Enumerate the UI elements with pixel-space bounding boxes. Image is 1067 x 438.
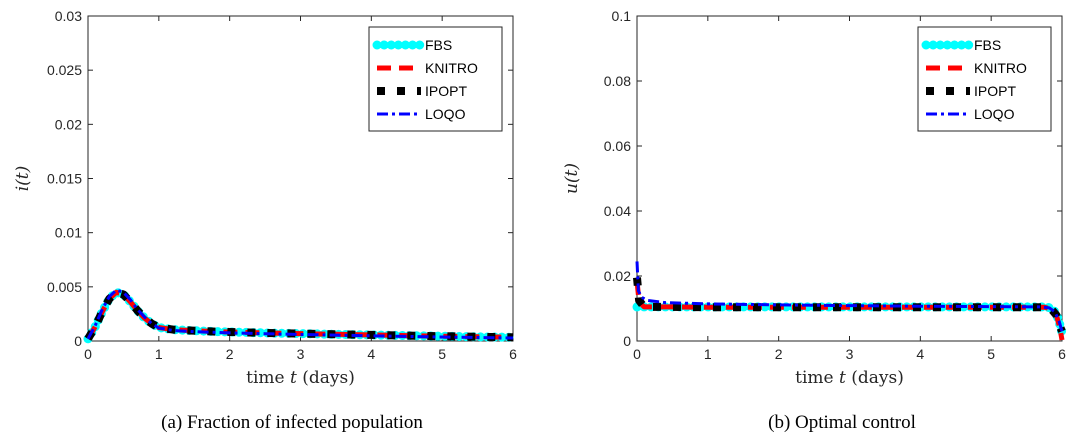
legend-label-loqo: LOQO: [425, 106, 466, 122]
series-line-loqo: [86, 288, 514, 340]
legend-label-knitro: KNITRO: [425, 60, 478, 76]
y-tick-label: 0.08: [604, 73, 631, 89]
y-tick-label: 0.06: [604, 138, 631, 154]
x-tick-label: 6: [1058, 346, 1066, 362]
y-tick-label: 0.015: [47, 171, 82, 187]
figure-caption: (b) Optimal control: [768, 412, 916, 433]
series-line-ipopt: [633, 277, 1066, 333]
legend-label-ipopt: IPOPT: [974, 83, 1016, 99]
x-tick-label: 4: [367, 346, 375, 362]
y-tick-label: 0.03: [55, 8, 82, 24]
x-tick-label: 3: [297, 346, 305, 362]
y-tick-label: 0.04: [604, 203, 631, 219]
x-tick-label: 5: [438, 346, 446, 362]
x-tick-label: 1: [155, 346, 163, 362]
y-tick-label: 0.025: [47, 62, 82, 78]
y-tick-label: 0.005: [47, 279, 82, 295]
x-tick-label: 2: [226, 346, 234, 362]
x-tick-label: 0: [633, 346, 641, 362]
legend: FBS KNITRO IPOPT LOQO: [917, 26, 1052, 132]
y-tick-label: 0.01: [55, 225, 82, 241]
y-tick-label: 0: [623, 333, 631, 349]
figure-caption: (a) Fraction of infected population: [161, 412, 423, 433]
legend-label-fbs: FBS: [425, 37, 452, 53]
x-tick-label: 5: [987, 346, 995, 362]
legend-label-fbs: FBS: [974, 37, 1001, 53]
legend-label-knitro: KNITRO: [974, 60, 1027, 76]
legend: FBS KNITRO IPOPT LOQO: [368, 26, 503, 132]
y-tick-label: 0.1: [612, 8, 632, 24]
x-tick-label: 3: [846, 346, 854, 362]
x-axis-label: time t (days): [795, 368, 904, 388]
y-tick-label: 0: [74, 333, 82, 349]
x-axis-label: time t (days): [246, 368, 355, 388]
legend-label-loqo: LOQO: [974, 106, 1015, 122]
x-tick-label: 0: [84, 346, 92, 362]
series-line-loqo: [635, 261, 1064, 332]
x-tick-label: 6: [509, 346, 517, 362]
optimal-control-chart: 0 1 2 3 4 5 6 0 0.02 0.04 0.06 0.08 0.1 FBS KNITRO IPOP…: [562, 8, 1067, 433]
x-tick-label: 1: [704, 346, 712, 362]
y-tick-label: 0.02: [604, 268, 631, 284]
y-axis-label: u(t): [562, 163, 582, 194]
x-tick-label: 4: [916, 346, 924, 362]
x-tick-label: 2: [775, 346, 783, 362]
y-tick-label: 0.02: [55, 116, 82, 132]
infected-fraction-chart: 0 1 2 3 4 5 6 0 0.005 0.01 0.015 0.02 0.025 0.03 FBS KN…: [13, 8, 518, 433]
legend-label-ipopt: IPOPT: [425, 83, 467, 99]
y-axis-label: i(t): [13, 166, 33, 192]
